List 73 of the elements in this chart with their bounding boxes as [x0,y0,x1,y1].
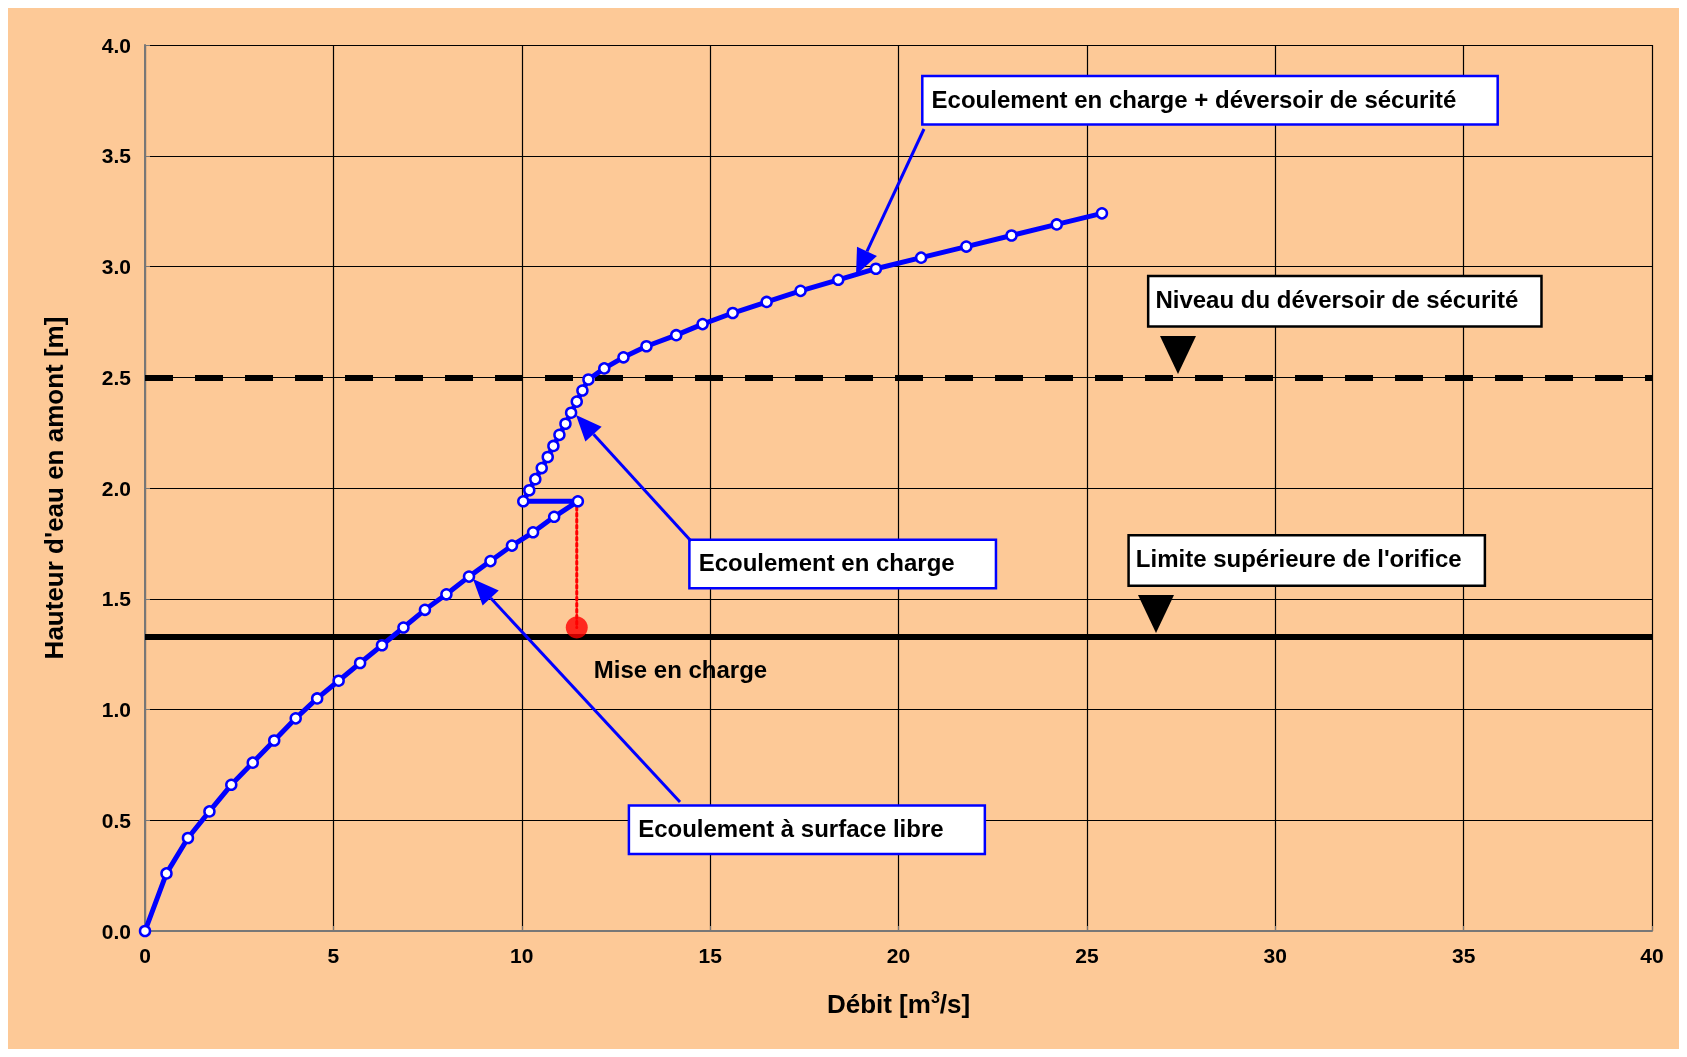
point [517,495,530,508]
x-tick-label: 35 [1451,944,1476,967]
y-tick-label: 2.5 [101,365,132,389]
point [696,317,709,331]
ref-line-label: Niveau du déversoir de sécurité [1155,285,1519,313]
x-tick-label: 15 [698,944,723,967]
point [332,674,345,687]
point [181,831,195,845]
point [576,384,589,397]
y-tick-label: 0.0 [101,919,131,943]
point [203,805,216,818]
x-tick-label: 30 [1263,944,1287,967]
point [760,295,773,309]
x-tick-label: 40 [1640,944,1664,967]
point [565,616,588,639]
y-tick-label: 2.0 [101,476,131,500]
point [547,510,561,524]
point [246,756,259,769]
annotation: Ecoulement en charge [698,549,955,577]
point [375,639,389,652]
point [440,588,453,601]
point [794,284,807,298]
point [617,351,630,364]
point [831,273,845,287]
y-axis-title: Hauteur d'eau en amont [m] [39,316,69,660]
y-tick-label: 3.0 [101,255,131,278]
point [267,734,281,747]
x-tick-label: 10 [510,944,534,967]
point [462,570,476,583]
point [160,867,173,880]
y-tick-label: 0.5 [101,808,132,832]
point [640,339,653,353]
point [397,621,410,634]
point [138,924,152,938]
point [571,495,585,508]
point [869,262,883,275]
x-tick-label: 0 [139,944,151,967]
point [582,373,595,386]
x-tick-label: 20 [886,944,911,967]
point [559,417,572,431]
point [225,778,238,792]
point [526,526,540,539]
point [505,539,519,552]
point [418,603,432,617]
point [310,692,324,705]
point [484,554,497,568]
point [570,395,584,408]
point [289,712,302,725]
point [1050,218,1063,231]
annotation: Ecoulement en charge + déversoir de sécurité [931,85,1457,113]
point [564,406,578,419]
point [726,306,739,320]
point [529,472,542,486]
point [914,251,928,264]
y-tick-label: 1.5 [101,587,132,611]
point [1005,229,1018,242]
y-tick-label: 1.0 [101,698,131,721]
y-tick-label: 3.5 [101,144,132,168]
x-tick-label: 25 [1075,944,1099,967]
point [669,328,683,342]
ref-line-label: Limite supérieure de l'orifice [1135,544,1462,572]
point [535,461,548,475]
x-tick-label: 5 [327,944,340,967]
point [541,450,554,464]
point [547,439,560,453]
point [960,240,973,253]
point [523,483,536,497]
point [598,362,611,375]
point [1095,207,1109,220]
y-tick-label: 4.0 [101,33,131,57]
point [553,428,566,442]
annotation: Ecoulement à surface libre [638,815,944,843]
point [353,656,367,670]
